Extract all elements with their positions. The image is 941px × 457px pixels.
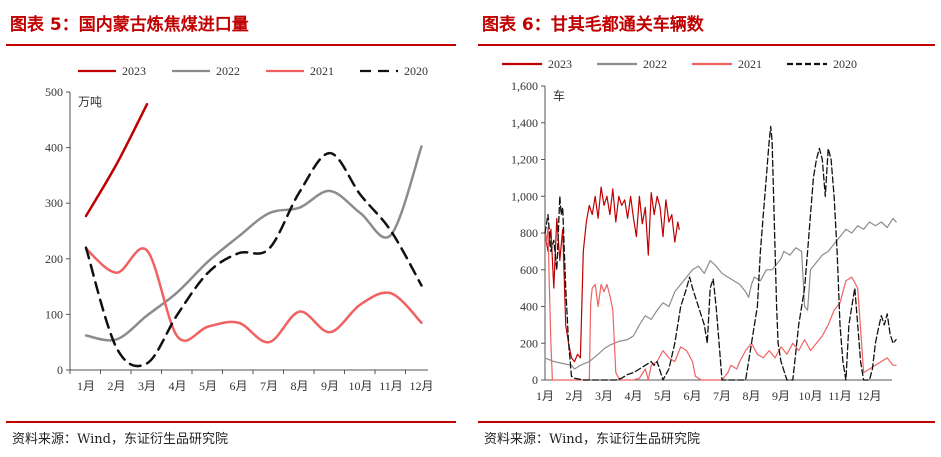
fig6-x-tick-label: 7月 xyxy=(713,389,731,403)
fig5-series-2020-line xyxy=(84,151,423,368)
fig5-x-tick-label: 6月 xyxy=(229,379,247,393)
fig6-series-2022-line xyxy=(544,217,897,370)
fig5-y-tick-label: 500 xyxy=(45,85,63,99)
figure-5-title: 图表 5：国内蒙古炼焦煤进口量 xyxy=(10,15,249,35)
fig5-x-tick-label: 3月 xyxy=(138,379,156,393)
fig5-x-tick-label: 10月 xyxy=(348,379,372,393)
fig5-y-tick-label: 0 xyxy=(57,363,63,377)
figure-6-top-rule xyxy=(478,44,935,46)
fig5-x-tick-label: 7月 xyxy=(260,379,278,393)
fig5-legend-label-2023: 2023 xyxy=(122,64,146,78)
figure-5-top-rule xyxy=(6,44,456,46)
fig6-y-tick-label: 1,000 xyxy=(511,189,538,203)
fig6-series-2021-line xyxy=(544,226,897,381)
fig6-legend-label-2022: 2022 xyxy=(643,57,667,71)
fig6-y-tick-label: 200 xyxy=(520,336,538,350)
fig6-x-tick-label: 1月 xyxy=(536,389,554,403)
fig6-y-tick-label: 1,600 xyxy=(511,79,538,93)
fig5-x-tick-label: 2月 xyxy=(107,379,125,393)
fig6-x-tick-label: 11月 xyxy=(828,389,852,403)
fig6-x-tick-label: 6月 xyxy=(683,389,701,403)
fig5-x-tick-label: 9月 xyxy=(321,379,339,393)
fig6-x-tick-label: 5月 xyxy=(654,389,672,403)
fig5-unit-label: 万吨 xyxy=(78,95,102,109)
fig6-legend-label-2021: 2021 xyxy=(738,57,762,71)
fig5-x-tick-label: 11月 xyxy=(379,379,403,393)
fig5-legend-label-2020: 2020 xyxy=(404,64,428,78)
figure-5-bottom-rule xyxy=(6,421,456,423)
figure-6-chart: 0 200 400 600 800 1,000 1,200 1,400 1,600 1月 2月 3月 4… xyxy=(502,57,897,403)
fig5-series-2023-line xyxy=(84,102,149,218)
fig6-y-tick-label: 800 xyxy=(520,226,538,240)
fig6-y-tick-label: 0 xyxy=(532,373,538,387)
fig5-x-tick-label: 4月 xyxy=(168,379,186,393)
fig6-y-tick-label: 1,400 xyxy=(511,116,538,130)
figure-6-title: 图表 6：甘其毛都通关车辆数 xyxy=(482,15,704,35)
fig6-x-tick-label: 9月 xyxy=(772,389,790,403)
fig6-legend-label-2020: 2020 xyxy=(833,57,857,71)
figure-5-chart: 0 100 200 300 400 500 1月 2月 3月 4月 5月 6月 7月 8月 9月 10月 11月… xyxy=(45,64,434,393)
figure-5-source: 资料来源：Wind，东证衍生品研究院 xyxy=(12,432,228,447)
fig5-y-tick-label: 100 xyxy=(45,307,63,321)
fig6-x-tick-label: 2月 xyxy=(565,389,583,403)
fig5-y-tick-label: 300 xyxy=(45,196,63,210)
fig6-x-tick-label: 12月 xyxy=(857,389,881,403)
figure-5-panel: 图表 5：国内蒙古炼焦煤进口量 0 100 200 300 400 500 1月 2月 3月 4月… xyxy=(0,0,462,457)
fig6-x-tick-label: 10月 xyxy=(798,389,822,403)
fig5-legend-label-2021: 2021 xyxy=(310,64,334,78)
fig6-legend-label-2023: 2023 xyxy=(548,57,572,71)
fig6-series-2020-line xyxy=(544,125,897,381)
fig5-x-tick-label: 5月 xyxy=(199,379,217,393)
fig5-x-tick-label: 12月 xyxy=(409,379,433,393)
fig6-x-tick-label: 4月 xyxy=(624,389,642,403)
fig6-y-tick-label: 400 xyxy=(520,300,538,314)
fig5-x-tick-label: 1月 xyxy=(77,379,95,393)
fig5-x-tick-label: 8月 xyxy=(290,379,308,393)
fig5-y-tick-label: 200 xyxy=(45,252,63,266)
fig6-y-tick-label: 600 xyxy=(520,263,538,277)
fig6-x-tick-label: 3月 xyxy=(595,389,613,403)
fig5-legend-label-2022: 2022 xyxy=(216,64,240,78)
fig5-series-2022-line xyxy=(84,145,423,342)
fig5-series-2021-line xyxy=(84,247,423,344)
figure-6-source: 资料来源：Wind，东证衍生品研究院 xyxy=(484,432,700,447)
fig6-x-tick-label: 8月 xyxy=(742,389,760,403)
figure-6-bottom-rule xyxy=(478,421,935,423)
fig5-y-tick-label: 400 xyxy=(45,141,63,155)
fig6-unit-label: 车 xyxy=(553,88,565,103)
figure-6-panel: 图表 6：甘其毛都通关车辆数 0 200 400 600 800 1,000 1,200 1,… xyxy=(472,0,941,457)
fig6-y-tick-label: 1,200 xyxy=(511,153,538,167)
